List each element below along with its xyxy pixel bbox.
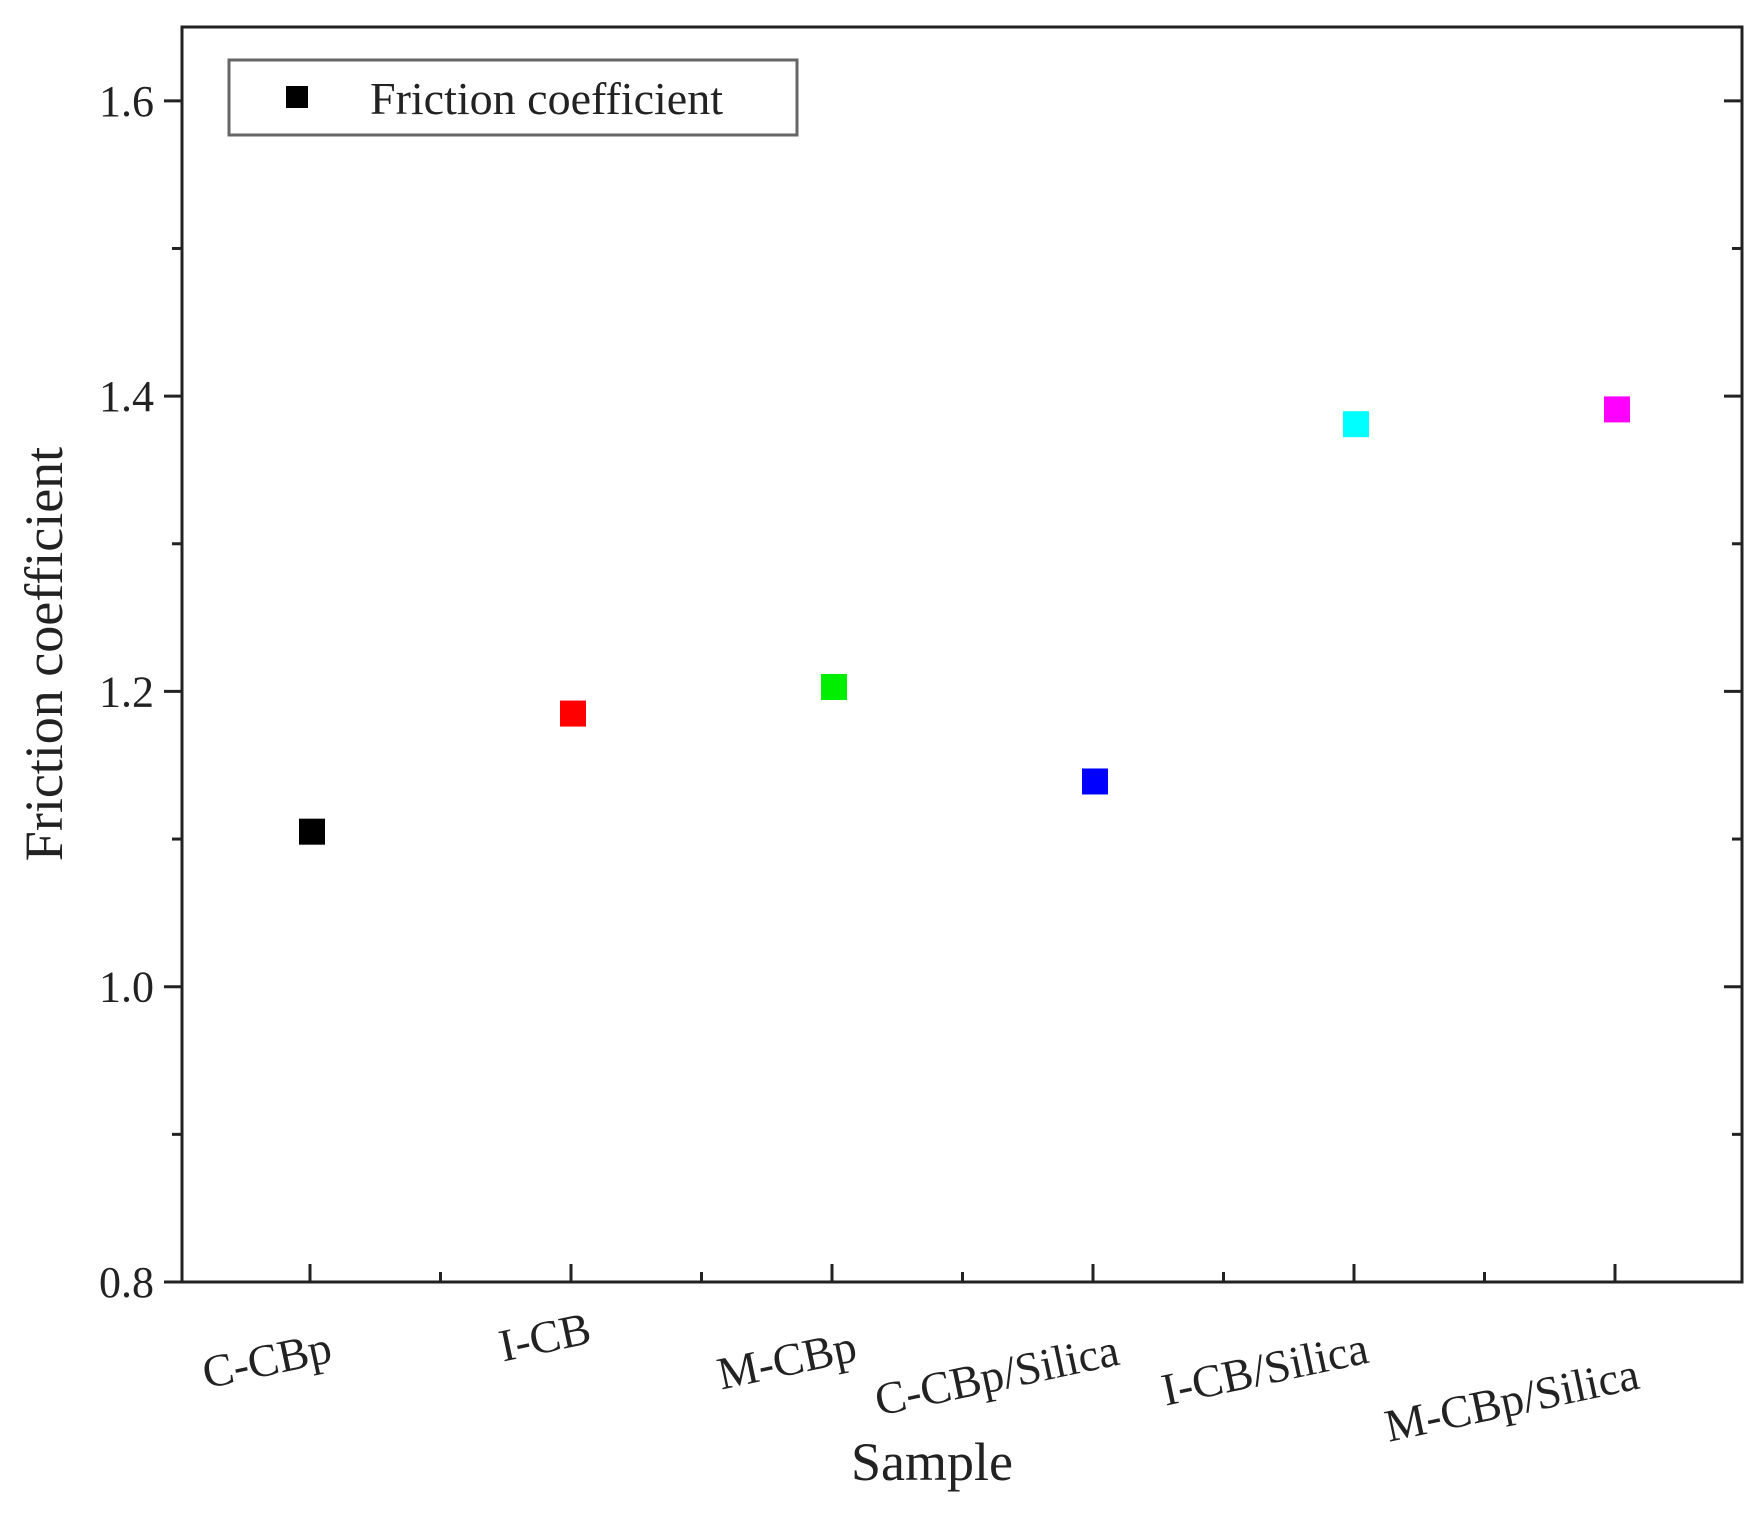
data-points xyxy=(299,396,1630,845)
data-point xyxy=(1604,396,1630,423)
y-axis-title: Friction coefficient xyxy=(14,447,74,861)
y-tick-label: 0.8 xyxy=(99,1258,154,1307)
y-tick-label: 1.0 xyxy=(99,963,154,1012)
data-point xyxy=(299,818,325,845)
data-point xyxy=(560,700,586,727)
x-tick-label: M-CBp/Silica xyxy=(1380,1348,1643,1452)
x-tick-label: I-CB xyxy=(494,1302,595,1371)
legend-box xyxy=(227,58,799,137)
x-tick-label: I-CB/Silica xyxy=(1157,1322,1373,1415)
y-tick-label: 1.2 xyxy=(99,667,154,716)
y-tick-label: 1.4 xyxy=(99,372,154,421)
ticks-layer xyxy=(164,99,1742,1284)
y-tick-labels: 0.8 1.0 1.2 1.4 1.6 xyxy=(99,77,154,1307)
x-tick-labels: C-CBp I-CB M-CBp C-CBp/Silica I-CB/Silica M-C… xyxy=(198,1302,1644,1451)
x-tick-label: C-CBp xyxy=(198,1321,336,1398)
data-point xyxy=(1343,411,1369,438)
data-point xyxy=(821,673,847,700)
y-tick-label: 1.6 xyxy=(99,77,154,126)
data-point xyxy=(1082,768,1108,795)
legend-marker xyxy=(286,86,308,108)
plot-frame xyxy=(180,25,1744,1284)
x-axis-title: Sample xyxy=(851,1432,1013,1492)
x-tick-label: M-CBp xyxy=(713,1320,861,1399)
legend-label: Friction coefficient xyxy=(370,73,723,124)
x-tick-label: C-CBp/Silica xyxy=(870,1324,1123,1425)
legend: Friction coefficient xyxy=(227,58,799,137)
